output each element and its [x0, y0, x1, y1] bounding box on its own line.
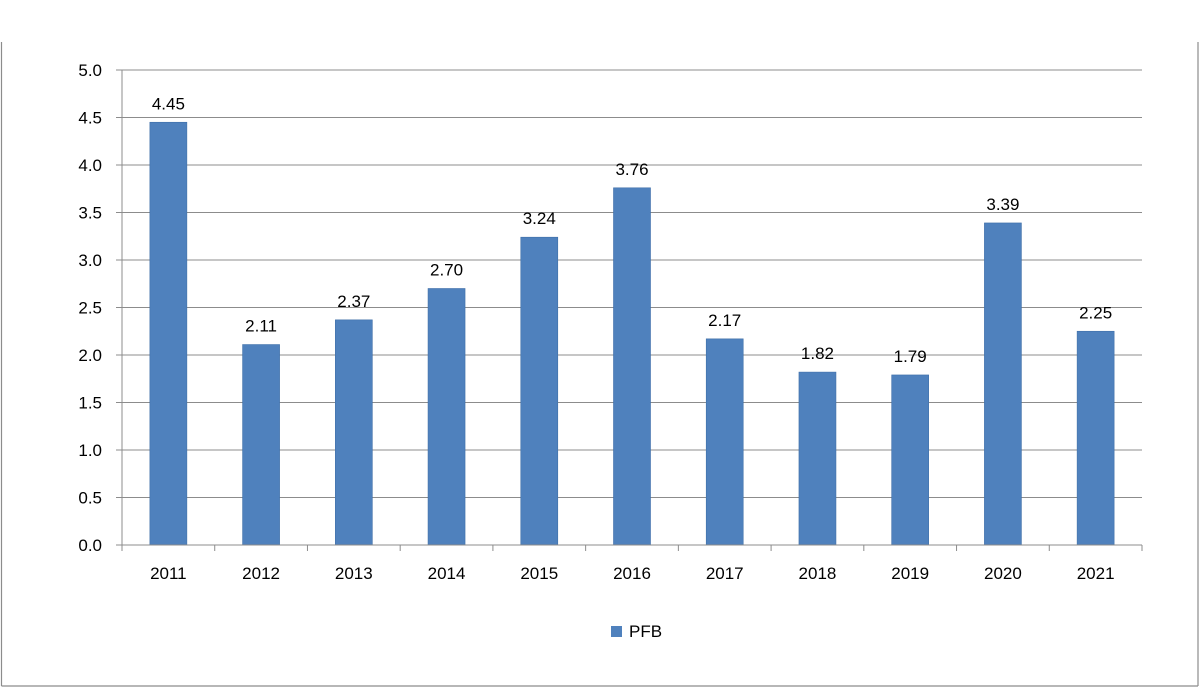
data-label: 3.24: [523, 209, 556, 228]
x-tick-label: 2020: [984, 564, 1022, 583]
x-tick-label: 2011: [150, 564, 187, 583]
y-tick-label: 1.5: [78, 394, 102, 413]
bar: [891, 374, 929, 546]
bar: [798, 371, 837, 546]
x-tick-label: 2013: [335, 564, 373, 583]
y-tick-label: 0.0: [78, 536, 102, 555]
data-label: 2.17: [708, 311, 741, 330]
y-tick-label: 0.5: [78, 489, 102, 508]
data-label: 3.76: [615, 160, 648, 179]
data-label: 2.11: [245, 317, 277, 336]
data-label: 2.70: [430, 261, 463, 280]
data-label: 3.39: [986, 195, 1019, 214]
bar: [242, 344, 280, 546]
bar: [335, 319, 373, 546]
x-tick-label: 2016: [613, 564, 651, 583]
bar: [427, 288, 466, 546]
x-tick-label: 2018: [799, 564, 837, 583]
bar: [149, 121, 188, 546]
y-tick-label: 2.5: [78, 299, 102, 318]
legend-swatch-pfb: [611, 626, 622, 637]
legend-label-pfb: PFB: [629, 622, 662, 641]
bar: [613, 187, 651, 546]
x-tick-label: 2012: [242, 564, 280, 583]
y-tick-label: 3.0: [78, 251, 102, 270]
data-label: 2.37: [337, 292, 370, 311]
y-tick-label: 4.5: [78, 109, 102, 128]
x-tick-label: 2015: [520, 564, 558, 583]
y-tick-label: 3.5: [78, 204, 102, 223]
data-label: 1.82: [801, 344, 834, 363]
y-tick-label: 1.0: [78, 441, 102, 460]
bar: [705, 338, 744, 546]
data-label: 1.79: [894, 347, 927, 366]
data-label: 2.25: [1079, 303, 1112, 322]
x-tick-label: 2021: [1077, 564, 1115, 583]
y-tick-label: 2.0: [78, 346, 102, 365]
bar: [984, 222, 1022, 546]
y-tick-label: 4.0: [78, 156, 102, 175]
bar: [520, 236, 559, 546]
data-label: 4.45: [152, 94, 185, 113]
y-tick-label: 5.0: [78, 61, 102, 80]
x-tick-label: 2019: [891, 564, 929, 583]
bar: [1076, 330, 1115, 546]
x-tick-label: 2014: [428, 564, 466, 583]
x-tick-label: 2017: [706, 564, 744, 583]
